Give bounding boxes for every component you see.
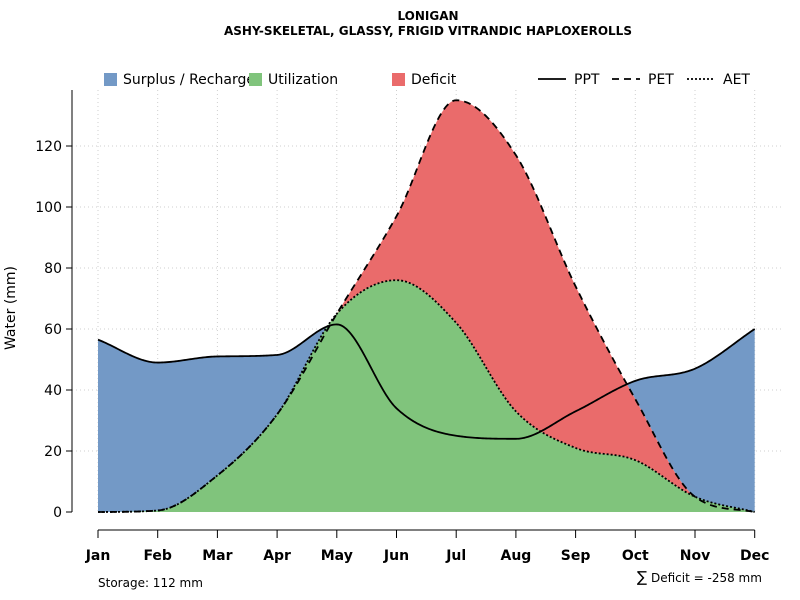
deficit-area xyxy=(98,100,755,512)
utilization-area xyxy=(98,280,755,512)
areas xyxy=(98,100,755,512)
y-tick-label: 60 xyxy=(44,322,62,338)
surplus-recharge-area xyxy=(98,324,755,512)
legend-swatch xyxy=(104,73,117,86)
legend: Surplus / Recharge Utilization Deficit PPT P… xyxy=(104,72,750,88)
legend-swatch xyxy=(249,73,262,86)
legend-swatch xyxy=(392,73,405,86)
x-tick-label: Jul xyxy=(445,548,466,564)
y-axis-label: Water (mm) xyxy=(3,266,19,350)
x-tick-label: Sep xyxy=(561,548,591,564)
series-line-aet xyxy=(97,279,755,513)
legend-label: PPT xyxy=(574,72,600,88)
x-tick-label: Feb xyxy=(143,548,172,564)
x-tick-label: Nov xyxy=(680,548,710,564)
y-tick-label: 80 xyxy=(44,261,62,277)
series-line-ppt xyxy=(97,323,756,440)
legend-label: Surplus / Recharge xyxy=(123,72,255,88)
legend-label: Deficit xyxy=(411,72,457,88)
x-tick-label: Oct xyxy=(622,548,649,564)
series-lines xyxy=(97,99,756,513)
x-tick-label: Jun xyxy=(383,548,409,564)
legend-label: Utilization xyxy=(268,72,338,88)
deficit-note: Deficit = -258 mm xyxy=(651,571,762,585)
y-tick-label: 120 xyxy=(35,139,62,155)
sum-symbol: ∑ xyxy=(637,568,647,586)
y-tick-label: 20 xyxy=(44,444,62,460)
storage-note: Storage: 112 mm xyxy=(98,576,203,590)
chart-subtitle: ASHY-SKELETAL, GLASSY, FRIGID VITRANDIC … xyxy=(224,24,632,38)
x-tick-label: Jan xyxy=(85,548,111,564)
legend-label: PET xyxy=(648,72,674,88)
y-tick-label: 40 xyxy=(44,383,62,399)
chart-title: LONIGAN xyxy=(397,9,458,23)
x-tick-label: Aug xyxy=(500,548,531,564)
x-tick-label: Mar xyxy=(202,548,232,564)
x-tick-label: May xyxy=(321,548,353,564)
legend-label: AET xyxy=(723,72,750,88)
x-tick-label: Dec xyxy=(740,548,769,564)
y-tick-label: 0 xyxy=(53,505,62,521)
axes: 0 20 40 60 80 100 120 Jan Feb Mar Apr May Jun Jul Aug S… xyxy=(35,90,769,564)
y-tick-label: 100 xyxy=(35,200,62,216)
x-tick-label: Apr xyxy=(263,548,291,564)
